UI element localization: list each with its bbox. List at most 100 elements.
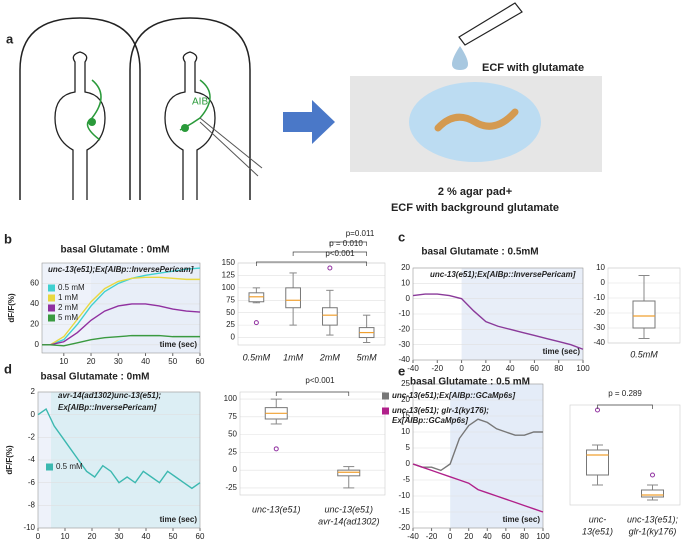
x-tick-label: 2mM (319, 352, 341, 362)
y-tick-label: -10 (398, 309, 410, 318)
x-tick-label: -40 (407, 532, 419, 541)
x-axis-label: time (sec) (160, 515, 198, 524)
x-tick-label: 30 (115, 532, 124, 541)
bracket (275, 391, 350, 396)
legend-label: 0.5 mM (56, 462, 83, 471)
y-tick-label: 60 (30, 279, 39, 288)
x-tick-label: 60 (196, 532, 205, 541)
x-tick-label: 0 (36, 532, 41, 541)
x-tick-label: 20 (481, 364, 490, 373)
y-tick-label: 25 (228, 447, 237, 456)
x-tick-label: 40 (483, 532, 492, 541)
chart-title: basal Glutamate : 0mM (41, 372, 150, 383)
y-tick-label: 0 (233, 465, 238, 474)
pharynx (54, 51, 106, 200)
y-tick-label: 0 (31, 410, 36, 419)
y-tick-label: -40 (593, 338, 605, 347)
legend-label: 5 mM (58, 313, 78, 322)
annotation: Ex[AIBp::InversePericam] (58, 403, 157, 412)
worm (434, 108, 519, 132)
y-axis-label: dF/F(%) (5, 445, 14, 475)
x-tick-label: 20 (88, 532, 97, 541)
x-tick-label: -20 (426, 532, 438, 541)
x-tick-label: 0 (459, 364, 464, 373)
x-tick-label: 5mM (357, 352, 378, 362)
box (632, 300, 656, 329)
plot-frame (37, 391, 201, 529)
x-tick-label: glr-1(ky176) (629, 526, 677, 536)
x-tick-label: unc- (589, 514, 607, 524)
arrow (283, 100, 335, 144)
y-tick-label: -20 (398, 324, 410, 333)
x-tick-label: 60 (196, 357, 205, 366)
x-tick-label: 0 (448, 532, 453, 541)
legend-swatch (48, 314, 55, 322)
x-tick-label: 40 (142, 532, 151, 541)
x-tick-label: 100 (576, 364, 590, 373)
y-tick-label: 5 (406, 443, 411, 452)
box (586, 449, 609, 476)
y-tick-label: 75 (226, 295, 235, 304)
line-series (42, 267, 201, 346)
x-tick-label: 10 (61, 532, 70, 541)
pad-label: ECF with background glutamate (391, 202, 559, 214)
legend-label: unc-13(e51);Ex[AIBp::GCaMp6s] (392, 391, 515, 400)
y-tick-label: -30 (593, 323, 605, 332)
x-tick-label: unc-13(e51) (324, 504, 373, 514)
bracket (256, 261, 367, 266)
y-tick-label: 150 (222, 258, 236, 267)
bracket (329, 241, 367, 246)
line-series (37, 407, 201, 490)
stim-shade (450, 384, 543, 528)
box (285, 287, 301, 309)
droplet (452, 46, 468, 70)
x-tick-label: 40 (506, 364, 515, 373)
x-tick-label: -20 (432, 364, 444, 373)
y-tick-label: 0 (406, 294, 411, 303)
plot-frame (239, 391, 386, 496)
x-tick-label: 13(e51) (582, 526, 613, 536)
annotation: p = 0.289 (608, 389, 642, 398)
y-tick-label: 50 (226, 308, 235, 317)
y-tick-label: 2 (31, 387, 36, 396)
y-tick-label: 10 (401, 427, 410, 436)
y-tick-label: 100 (222, 283, 236, 292)
line-series (42, 303, 201, 346)
chart-title: basal Glutamate : 0.5 mM (410, 377, 530, 388)
annotation: unc-13(e51);Ex[AIBp::InversePericam] (48, 265, 194, 274)
pipette (458, 2, 523, 46)
neuron (86, 79, 102, 141)
bracket (292, 251, 367, 256)
y-tick-label: 50 (228, 430, 237, 439)
x-tick-label: 40 (141, 357, 150, 366)
y-tick-label: 25 (401, 379, 410, 388)
y-tick-label: 20 (401, 395, 410, 404)
annotation: p<0.001 (325, 249, 355, 258)
annotation: p=0.011 (346, 229, 375, 238)
x-axis-label: time (sec) (543, 347, 581, 356)
plot-frame (237, 262, 386, 346)
pipette-line (199, 121, 259, 177)
legend-label: 1 mM (58, 293, 78, 302)
panel-letter: d (4, 361, 12, 376)
x-tick-label: 20 (464, 532, 473, 541)
legend-label: 2 mM (58, 303, 78, 312)
legend-swatch (48, 304, 55, 312)
x-tick-label: 50 (169, 532, 178, 541)
y-tick-label: 20 (401, 263, 410, 272)
x-tick-label: unc-13(e51) (252, 504, 301, 514)
x-tick-label: 10 (59, 357, 68, 366)
plot-frame (412, 267, 584, 361)
legend-label: Ex[AIBp::GCaMp6s] (392, 416, 468, 425)
y-axis-label: dF/F(%) (7, 293, 16, 323)
legend-swatch (382, 392, 389, 400)
x-tick-label: avr-14(ad1302) (318, 516, 379, 526)
box (322, 307, 338, 326)
y-tick-label: -40 (398, 355, 410, 364)
x-tick-label: 1mM (283, 352, 304, 362)
line-series (412, 293, 584, 350)
box (641, 489, 664, 498)
panel-a: a AIB ECF with glutamate 2 % agar pad+ E… (6, 2, 602, 214)
annotation: p = 0.010 (329, 239, 363, 248)
